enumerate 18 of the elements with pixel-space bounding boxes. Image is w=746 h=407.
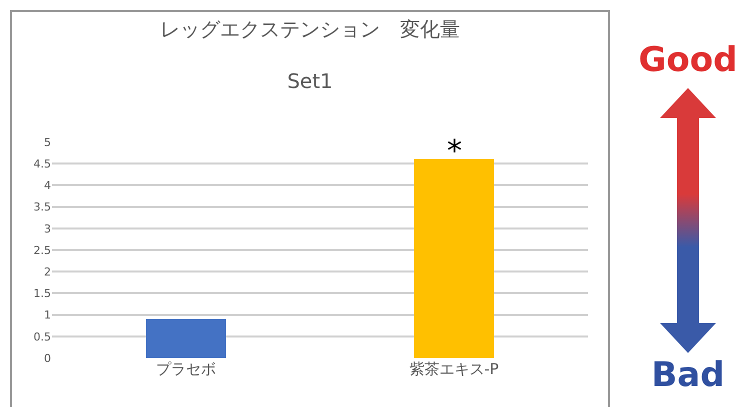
chart-title: レッグエクステンション 変化量 xyxy=(160,16,460,41)
y-tick-label: 2.5 xyxy=(34,244,51,257)
y-tick-label: 0.5 xyxy=(34,330,51,344)
y-tick-label: 0 xyxy=(44,352,51,365)
y-tick-label: 5 xyxy=(44,136,51,149)
chart-subtitle: Set1 xyxy=(287,68,333,93)
y-tick-label: 1.5 xyxy=(34,287,51,300)
y-tick-label: 1 xyxy=(44,308,51,322)
annotation: * xyxy=(447,134,462,169)
y-tick-label: 3.5 xyxy=(34,200,51,214)
x-tick-label: 紫茶エキス-P xyxy=(409,360,499,378)
x-tick-label: プラセボ xyxy=(156,360,216,378)
y-tick-label: 4 xyxy=(44,179,51,192)
text: Bad xyxy=(650,355,726,395)
y-tick-label: 3 xyxy=(44,222,51,236)
y-tick-label: 4.5 xyxy=(34,157,51,170)
y-tick-label: 2 xyxy=(44,265,51,278)
text: Good xyxy=(638,40,738,80)
